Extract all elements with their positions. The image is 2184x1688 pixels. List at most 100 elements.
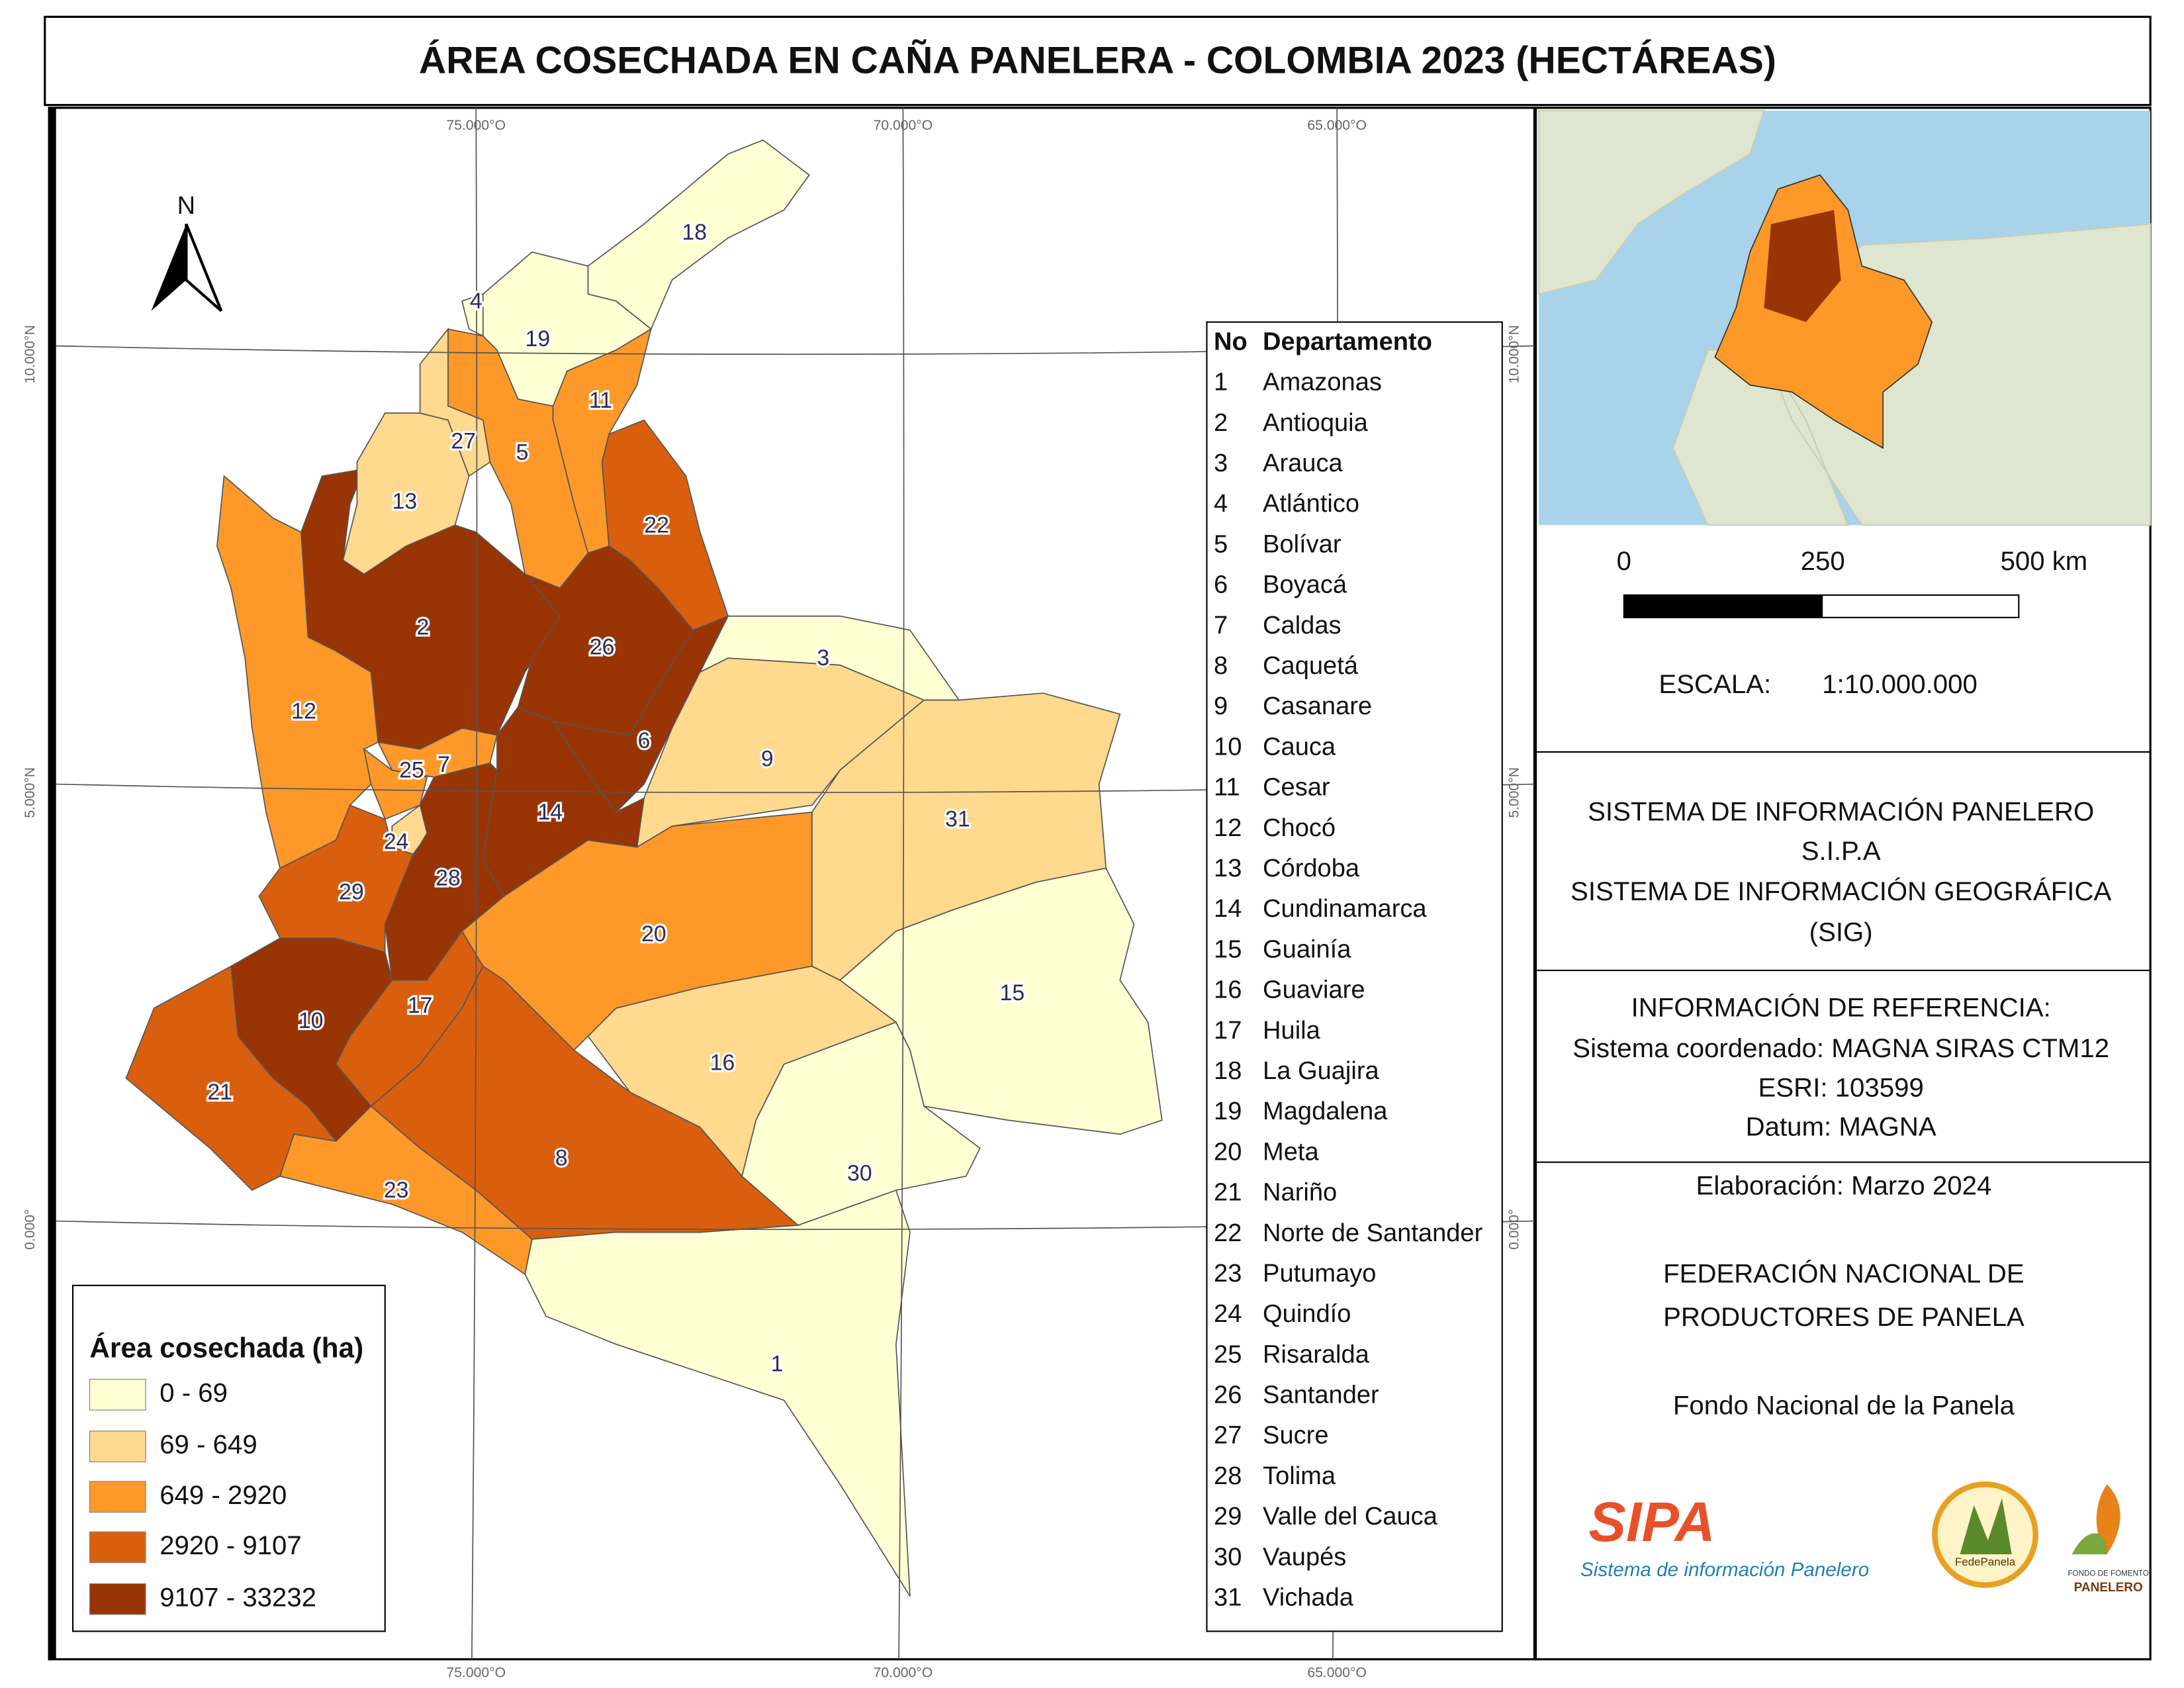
table-number: 25 xyxy=(1214,1340,1242,1368)
department-area xyxy=(279,1105,533,1276)
table-name: Magdalena xyxy=(1263,1098,1388,1125)
table-number: 9 xyxy=(1214,692,1228,720)
department-area xyxy=(636,657,925,849)
department-number: 27 xyxy=(451,428,476,453)
department-area xyxy=(258,804,414,953)
table-header: No xyxy=(1214,328,1248,355)
department-number: 25 xyxy=(399,757,424,782)
table-name: Antioquia xyxy=(1263,409,1369,437)
department-area xyxy=(482,251,653,407)
table-name: Amazonas xyxy=(1263,369,1382,397)
department-number: 10 xyxy=(298,1008,324,1033)
table-number: 24 xyxy=(1214,1300,1242,1328)
table-name: Chocó xyxy=(1263,814,1336,842)
scale-bar-label: 500 km xyxy=(2001,546,2088,576)
table-number: 21 xyxy=(1214,1179,1242,1207)
reference-line: ESRI: 103599 xyxy=(1758,1072,1924,1102)
sipa-subtitle: Sistema de información Panelero xyxy=(1580,1559,1869,1581)
system-line: S.I.P.A xyxy=(1801,836,1881,866)
table-name: Huila xyxy=(1263,1017,1321,1045)
department-table xyxy=(1206,321,1503,1632)
department-area xyxy=(741,1021,981,1226)
legend-label: 69 - 649 xyxy=(159,1430,257,1460)
reference-line: Datum: MAGNA xyxy=(1746,1112,1936,1142)
department-area xyxy=(384,762,505,981)
table-name: Guainía xyxy=(1263,935,1351,963)
fondo-text: PANELERO xyxy=(2074,1581,2143,1595)
fedepanela-text: FedePanela xyxy=(1955,1556,2016,1568)
department-number: 2 xyxy=(416,615,429,640)
table-name: Norte de Santander xyxy=(1263,1219,1483,1247)
system-line: (SIG) xyxy=(1809,917,1873,947)
department-number: 5 xyxy=(516,440,529,465)
table-number: 26 xyxy=(1214,1382,1242,1409)
legend-swatch xyxy=(89,1583,146,1615)
table-number: 14 xyxy=(1214,895,1242,923)
longitude-label: 70.000°O xyxy=(874,118,933,133)
table-name: La Guajira xyxy=(1263,1057,1379,1085)
table-header: Departamento xyxy=(1263,328,1432,355)
department-number: 19 xyxy=(525,326,551,352)
table-name: Valle del Cauca xyxy=(1263,1503,1438,1530)
legend-label: 649 - 2920 xyxy=(159,1480,287,1510)
system-line: SISTEMA DE INFORMACIÓN PANELERO xyxy=(1588,797,2094,827)
fund: Fondo Nacional de la Panela xyxy=(1673,1390,2015,1420)
table-number: 1 xyxy=(1214,369,1228,397)
table-name: Vichada xyxy=(1263,1584,1354,1612)
legend-swatch xyxy=(89,1481,146,1513)
table-name: Quindío xyxy=(1263,1300,1351,1328)
table-name: Guaviare xyxy=(1263,976,1365,1004)
legend-label: 0 - 69 xyxy=(159,1378,228,1407)
inset-colombia xyxy=(1714,174,1933,449)
latitude-label: 5.000°N xyxy=(23,767,38,818)
table-name: Boyacá xyxy=(1263,571,1347,599)
department-number: 30 xyxy=(847,1161,872,1186)
scale-bar-segment xyxy=(1623,595,1823,618)
department-number: 20 xyxy=(641,921,666,947)
north-label: N xyxy=(177,192,196,220)
department-number: 23 xyxy=(384,1178,409,1203)
federation-line: FEDERACIÓN NACIONAL DE xyxy=(1663,1259,2025,1289)
department-number: 28 xyxy=(435,865,461,890)
table-number: 7 xyxy=(1214,612,1228,639)
department-area xyxy=(216,475,379,869)
department-area xyxy=(419,327,491,477)
table-name: Tolima xyxy=(1263,1462,1336,1490)
table-name: Arauca xyxy=(1263,449,1343,477)
latitude-label: 10.000°N xyxy=(23,325,38,383)
department-number: 13 xyxy=(392,489,418,514)
table-name: Cundinamarca xyxy=(1263,895,1427,923)
elaboration: Elaboración: Marzo 2024 xyxy=(1696,1170,1992,1200)
table-name: Bolívar xyxy=(1263,530,1342,558)
graticule-line xyxy=(898,107,905,1660)
table-name: Sucre xyxy=(1263,1422,1328,1450)
graticule-line xyxy=(471,107,478,1660)
table-name: Cesar xyxy=(1263,774,1330,802)
department-number: 16 xyxy=(710,1051,735,1076)
department-number: 31 xyxy=(945,807,970,832)
latitude-label: 0.000° xyxy=(23,1209,38,1250)
table-name: Nariño xyxy=(1263,1179,1337,1207)
department-area xyxy=(461,811,813,1051)
table-number: 13 xyxy=(1214,855,1242,882)
table-number: 18 xyxy=(1214,1057,1242,1085)
table-number: 27 xyxy=(1214,1422,1242,1450)
fondo-text: FONDO DE FOMENTO xyxy=(2068,1570,2149,1578)
latitude-label: 5.000°N xyxy=(1506,767,1522,818)
north-arrow xyxy=(151,224,187,311)
table-number: 16 xyxy=(1214,976,1242,1004)
federation-line: PRODUCTORES DE PANELA xyxy=(1663,1302,2025,1332)
department-number: 29 xyxy=(339,880,364,905)
legend-label: 2920 - 9107 xyxy=(159,1530,302,1560)
table-number: 6 xyxy=(1214,571,1228,599)
legend-swatch xyxy=(89,1430,146,1463)
fedepanela-icon xyxy=(1960,1498,2012,1554)
legend-title: Área cosechada (ha) xyxy=(89,1332,363,1363)
department-number: 7 xyxy=(437,752,450,777)
table-number: 10 xyxy=(1214,733,1242,761)
scale-bar-label: 250 xyxy=(1801,546,1845,576)
department-number: 15 xyxy=(1000,980,1025,1006)
department-number: 9 xyxy=(761,747,774,772)
legend-label: 9107 - 33232 xyxy=(159,1582,316,1612)
